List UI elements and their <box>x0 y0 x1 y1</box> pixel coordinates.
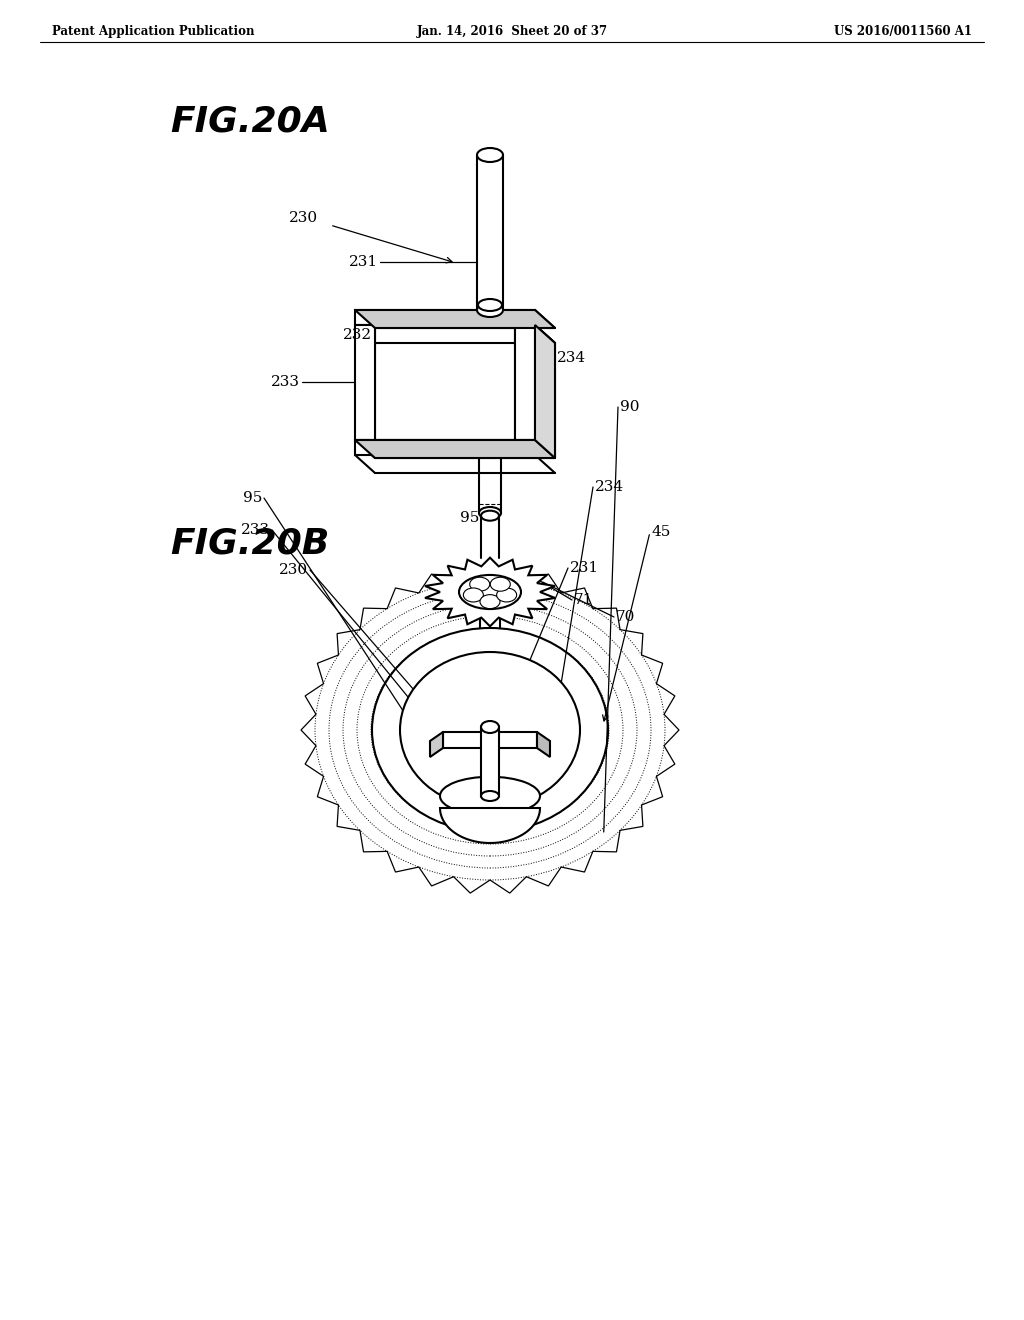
Polygon shape <box>430 733 443 756</box>
Text: 234: 234 <box>557 351 586 366</box>
Text: FIG.20B: FIG.20B <box>170 527 330 561</box>
Text: 95: 95 <box>460 511 479 525</box>
Text: US 2016/0011560 A1: US 2016/0011560 A1 <box>834 25 972 38</box>
Polygon shape <box>355 310 535 325</box>
Ellipse shape <box>400 652 580 808</box>
Polygon shape <box>515 325 535 440</box>
Text: 233: 233 <box>241 523 270 537</box>
Ellipse shape <box>490 577 510 591</box>
Text: Patent Application Publication: Patent Application Publication <box>52 25 255 38</box>
Text: Jan. 14, 2016  Sheet 20 of 37: Jan. 14, 2016 Sheet 20 of 37 <box>417 25 607 38</box>
Polygon shape <box>355 440 555 458</box>
Ellipse shape <box>481 721 499 733</box>
Text: 90: 90 <box>620 400 640 414</box>
Text: 233: 233 <box>271 375 300 389</box>
Text: 230: 230 <box>289 211 318 224</box>
Ellipse shape <box>478 300 502 312</box>
Ellipse shape <box>459 576 521 609</box>
Ellipse shape <box>477 148 503 162</box>
Polygon shape <box>375 325 515 440</box>
Polygon shape <box>425 557 555 626</box>
Text: 45: 45 <box>652 525 672 539</box>
Ellipse shape <box>481 511 499 520</box>
Ellipse shape <box>479 507 501 519</box>
Ellipse shape <box>477 304 503 317</box>
Text: 231: 231 <box>349 255 378 269</box>
Polygon shape <box>355 325 375 440</box>
Text: 232: 232 <box>343 327 372 342</box>
Text: 230: 230 <box>279 564 308 577</box>
Polygon shape <box>537 733 550 756</box>
Text: 234: 234 <box>595 480 624 494</box>
Polygon shape <box>440 808 540 843</box>
Ellipse shape <box>470 577 489 591</box>
Ellipse shape <box>481 791 499 801</box>
Text: 71: 71 <box>574 593 593 607</box>
Ellipse shape <box>463 587 483 602</box>
Polygon shape <box>535 325 555 458</box>
Ellipse shape <box>480 594 500 609</box>
Text: FIG.20A: FIG.20A <box>170 106 330 139</box>
Ellipse shape <box>372 628 608 832</box>
Polygon shape <box>355 440 535 455</box>
Text: 70: 70 <box>616 610 635 624</box>
Polygon shape <box>355 310 555 327</box>
Ellipse shape <box>440 776 540 816</box>
Polygon shape <box>443 733 537 748</box>
Ellipse shape <box>497 587 517 602</box>
Text: 95: 95 <box>243 491 262 506</box>
Polygon shape <box>481 727 499 796</box>
Text: 231: 231 <box>570 561 599 576</box>
